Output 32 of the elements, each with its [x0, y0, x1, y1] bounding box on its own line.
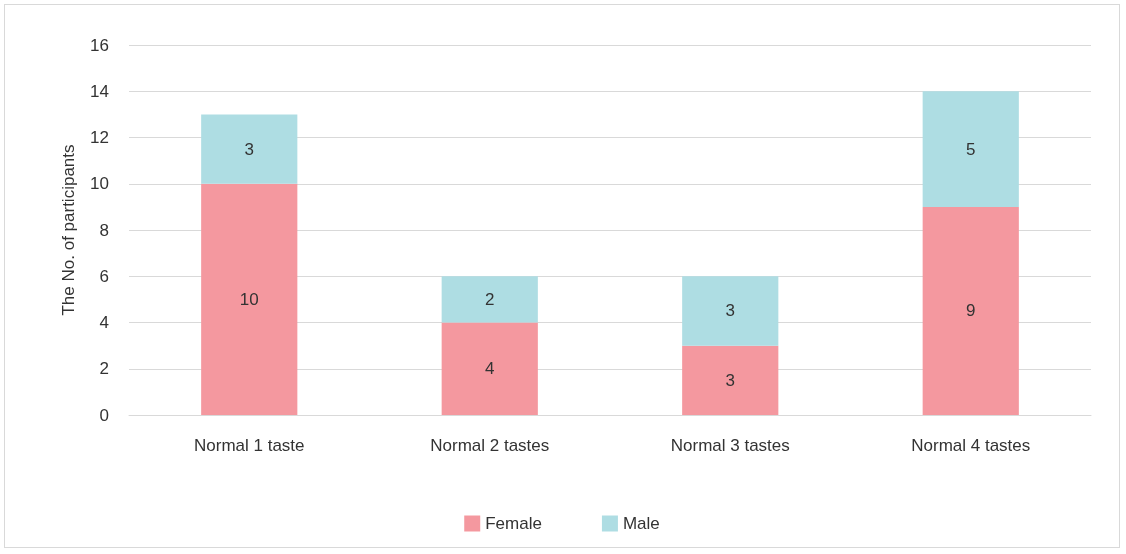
bar [682, 276, 779, 346]
y-tick-label: 10 [90, 174, 109, 194]
data-label: 10 [239, 289, 259, 309]
legend-label: Male [622, 514, 660, 533]
y-tick-label: 8 [99, 220, 109, 240]
y-tick-label: 4 [99, 313, 109, 332]
y-tick-label: 12 [90, 128, 109, 147]
y-tick-label: 14 [90, 81, 109, 101]
y-tick-label: 6 [99, 266, 109, 286]
y-axis-title: The No. of participants [59, 144, 78, 316]
data-label: 4 [485, 359, 495, 379]
data-label: 2 [485, 289, 495, 309]
bar [201, 114, 298, 184]
bar [682, 345, 779, 415]
bar [441, 322, 538, 415]
data-label: 3 [725, 370, 735, 390]
data-label: 3 [244, 139, 254, 159]
x-tick-label: Normal 2 tastes [430, 436, 550, 455]
x-tick-label: Normal 1 taste [193, 436, 305, 455]
data-label: 5 [966, 139, 976, 159]
y-tick-label: 2 [99, 359, 109, 379]
bar [922, 91, 1019, 207]
legend-label: Female [485, 514, 542, 533]
x-tick-label: Normal 4 tastes [911, 436, 1031, 455]
x-tick-label: Normal 3 tastes [670, 436, 790, 455]
y-tick-label: 0 [99, 405, 109, 425]
bar [201, 183, 298, 415]
bar [441, 276, 538, 323]
data-label: 9 [966, 301, 976, 321]
data-label: 3 [725, 301, 735, 321]
y-tick-label: 16 [90, 35, 109, 55]
bar [922, 206, 1019, 415]
